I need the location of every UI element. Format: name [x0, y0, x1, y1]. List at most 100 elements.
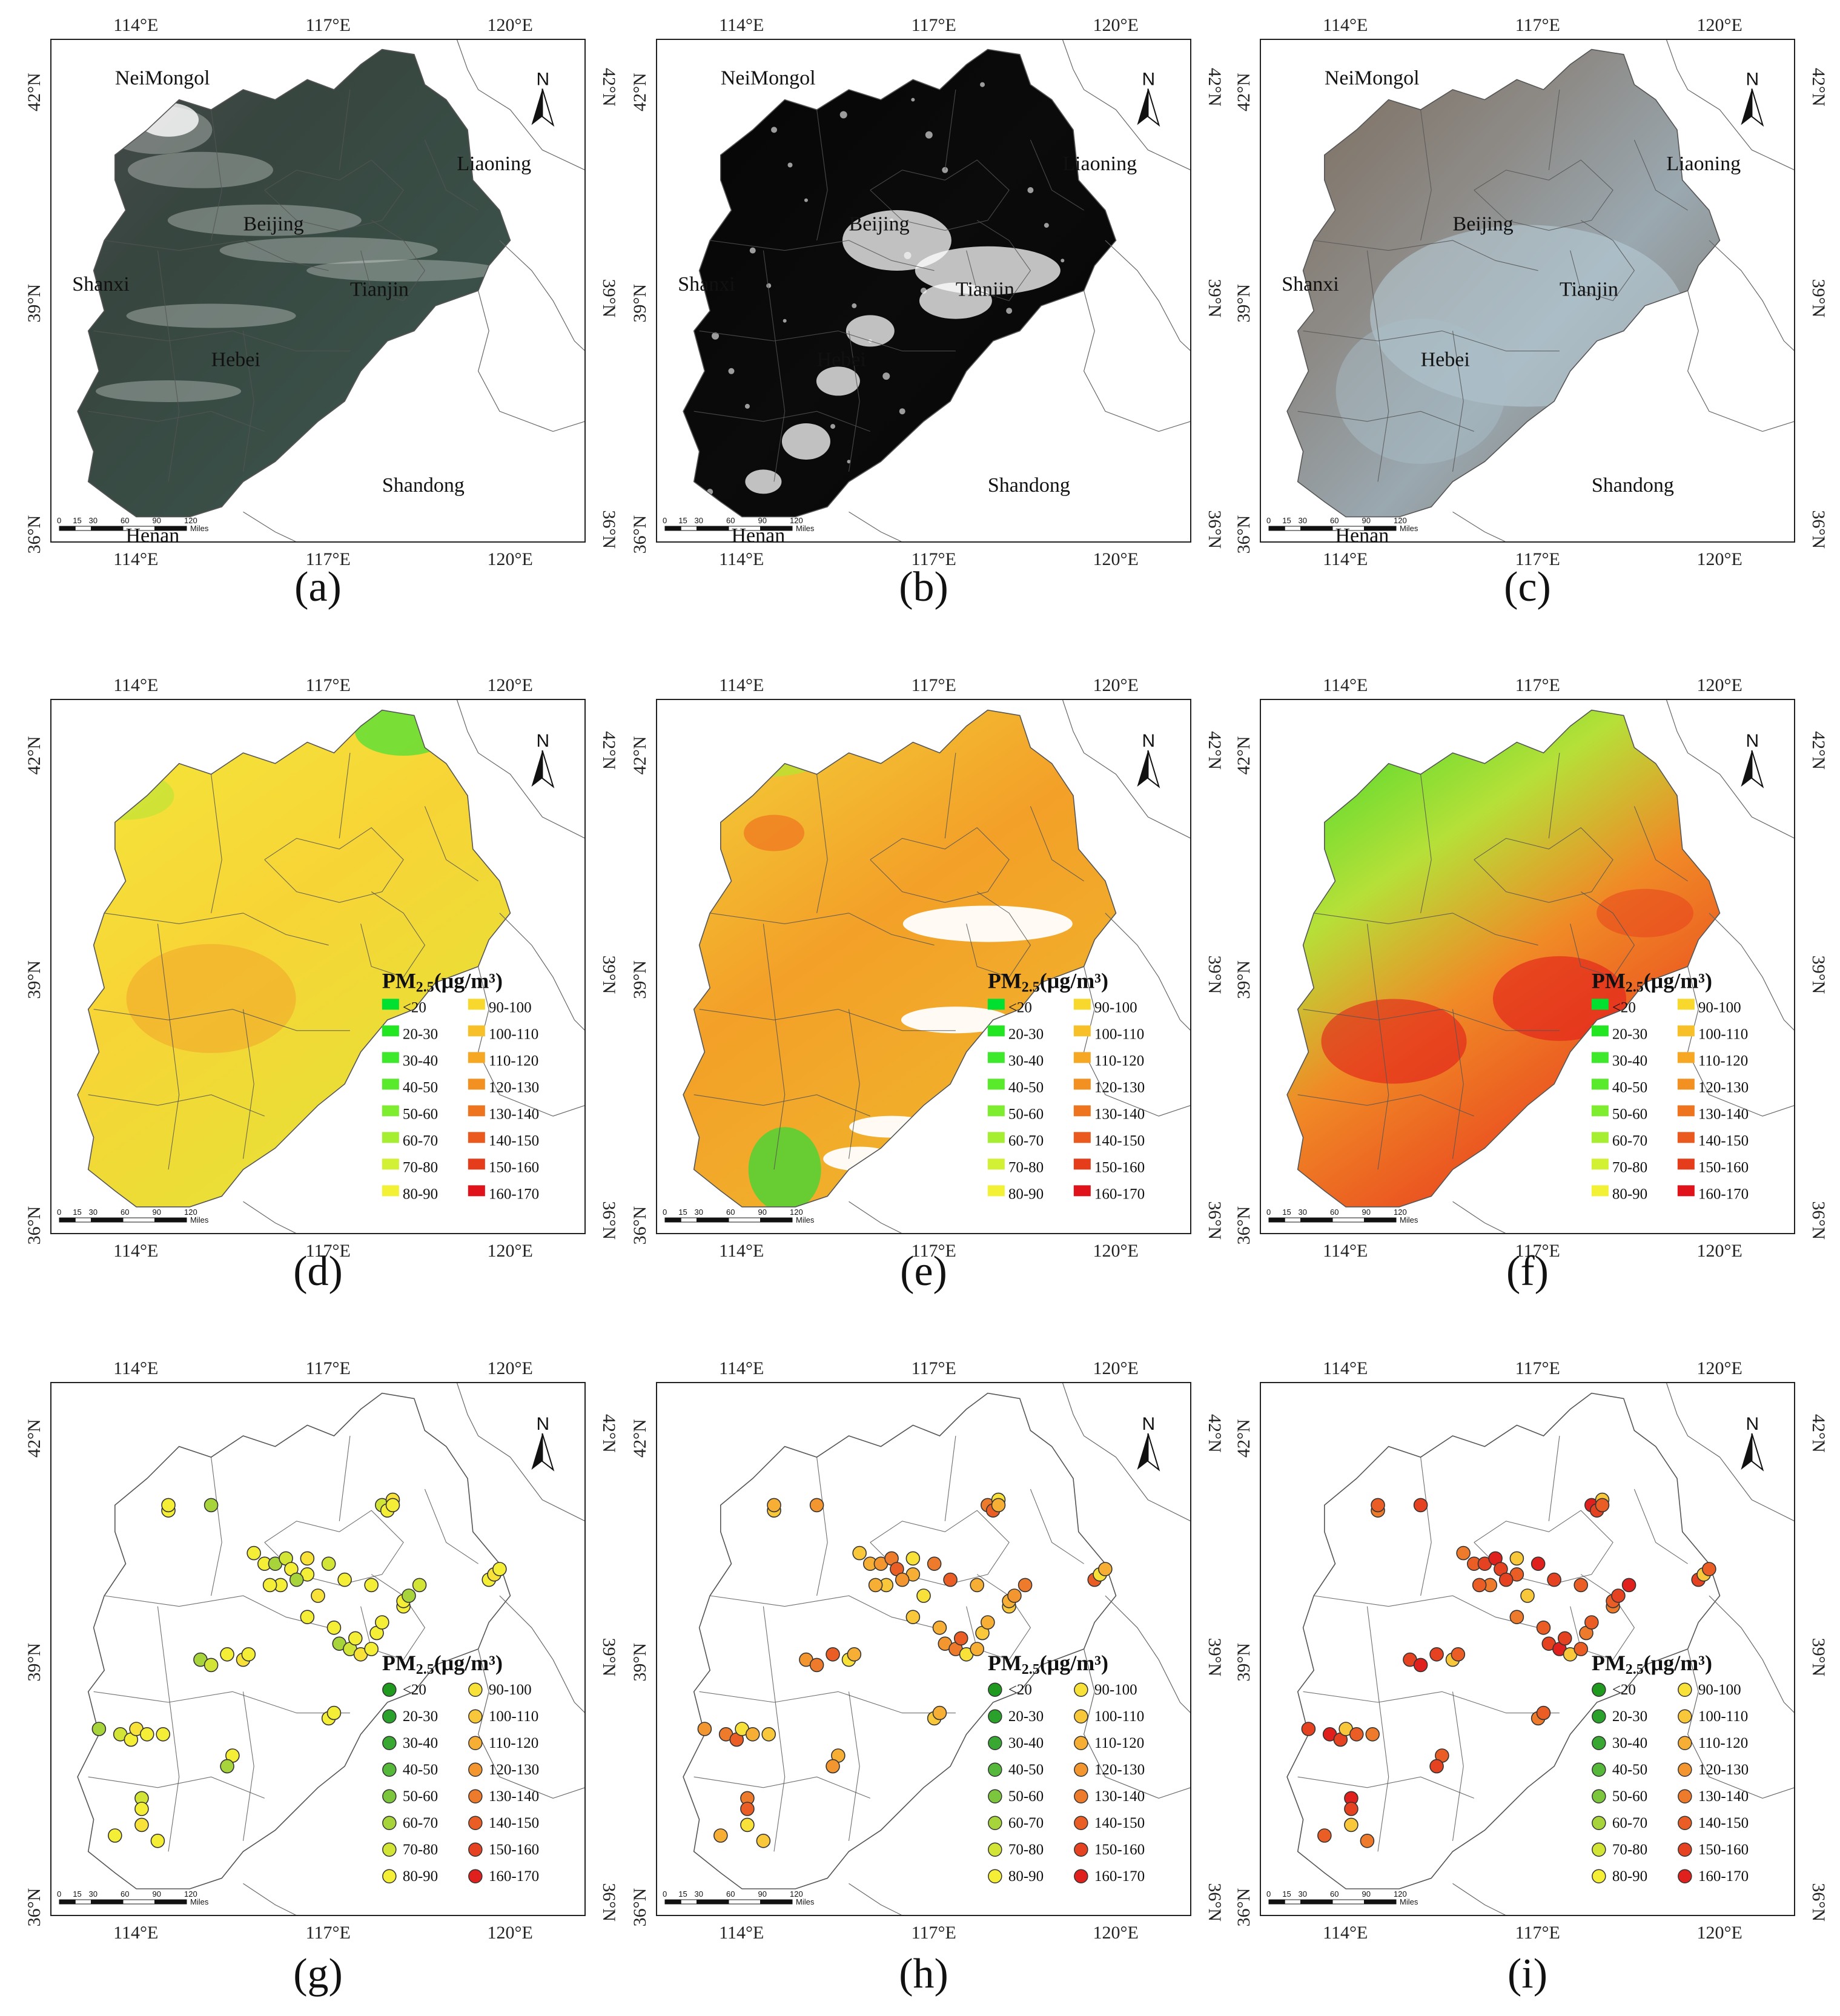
legend-label: 120-130 — [1094, 1762, 1145, 1778]
site-point — [134, 1817, 149, 1833]
legend-swatch — [382, 1052, 399, 1063]
neighbor-boundary — [1666, 699, 1795, 839]
county-boundary — [360, 1574, 426, 1661]
neighbor-boundary — [499, 913, 586, 1031]
legend-label: 20-30 — [1612, 1026, 1647, 1042]
county-boundary — [763, 1606, 786, 1852]
county-boundary — [710, 913, 935, 946]
scale-tick: 90 — [153, 516, 161, 525]
site-point — [139, 1727, 154, 1742]
lat-label-left: 39°N — [630, 284, 650, 323]
county-boundary — [1474, 159, 1613, 231]
site-point — [1413, 1498, 1428, 1513]
north-label: N — [1142, 1414, 1155, 1434]
legend-label: 60-70 — [403, 1132, 438, 1149]
place-label-liaoning: Liaoning — [457, 153, 531, 175]
site-point — [1498, 1572, 1514, 1587]
legend-label: 70-80 — [1008, 1842, 1044, 1858]
county-boundary — [424, 1489, 478, 1564]
county-boundary — [848, 1009, 860, 1159]
neighbor-boundary — [1105, 240, 1191, 352]
county-boundary — [1633, 139, 1688, 211]
lon-label-bottom: 117°E — [306, 549, 351, 569]
neighbor-boundary — [1083, 290, 1191, 432]
north-label: N — [536, 70, 549, 90]
lon-label-bottom: 117°E — [1515, 549, 1560, 569]
lon-label-top: 120°E — [1093, 675, 1139, 695]
county-boundary — [870, 159, 1010, 231]
scale-unit: Miles — [796, 1215, 815, 1224]
county-boundary — [944, 89, 956, 170]
legend-swatch — [1592, 1736, 1606, 1750]
legend-label: 130-140 — [489, 1106, 539, 1122]
neighbor-boundary — [1105, 913, 1191, 1031]
legend-label: 110-120 — [1094, 1735, 1144, 1751]
legend-swatch — [1591, 1158, 1609, 1170]
legend-label: 40-50 — [1612, 1762, 1647, 1778]
county-boundary — [88, 411, 265, 432]
site-point — [697, 1722, 712, 1736]
lat-label-right: 36°N — [599, 1883, 619, 1922]
legend-swatch — [1677, 1052, 1695, 1063]
legend-swatch — [468, 1842, 483, 1857]
legend-label: 110-120 — [1698, 1053, 1748, 1069]
lon-label-bottom: 120°E — [488, 1923, 533, 1943]
lon-label-bottom: 117°E — [1515, 1241, 1560, 1261]
site-point — [161, 1498, 176, 1513]
legend-label: 120-130 — [1698, 1762, 1749, 1778]
lat-label-left: 36°N — [630, 515, 650, 554]
legend-label: 50-60 — [403, 1106, 438, 1122]
legend-swatch — [1073, 1052, 1091, 1063]
north-arrow-icon — [1137, 1433, 1160, 1472]
legend-swatch — [987, 1105, 1005, 1117]
site-point — [1702, 1562, 1716, 1576]
legend-swatch — [1074, 1842, 1088, 1857]
province-boundary — [1286, 48, 1721, 518]
neighbor-boundary — [499, 240, 586, 352]
legend-label: 100-110 — [489, 1708, 538, 1725]
county-boundary — [104, 913, 329, 946]
county-boundary — [1548, 1435, 1560, 1521]
site-point — [852, 1545, 867, 1561]
site-point — [1456, 1545, 1471, 1561]
legend-label: 20-30 — [1008, 1708, 1044, 1725]
lat-label-right: 39°N — [1205, 279, 1225, 318]
county-boundary — [966, 220, 1031, 302]
legend-swatch — [1073, 1132, 1091, 1143]
scale-tick: 15 — [1282, 1889, 1291, 1899]
lat-label-right: 39°N — [1205, 1638, 1225, 1677]
county-boundary — [693, 1776, 871, 1799]
site-point — [1429, 1647, 1444, 1662]
site-point — [289, 1572, 304, 1587]
province-boundary — [683, 48, 1117, 518]
north-arrow-icon — [531, 750, 555, 788]
site-point — [1451, 1647, 1466, 1662]
scale-tick: 60 — [1330, 1889, 1339, 1899]
lat-label-right: 42°N — [599, 68, 619, 107]
scale-tick: 60 — [121, 516, 129, 525]
county-boundary — [1303, 1009, 1560, 1031]
scale-tick: 60 — [726, 1889, 735, 1899]
map-panel-f: 114°E 114°E 117°E 117°E 120°E 120°E 42°N 42°N 39… — [1234, 675, 1828, 1261]
pm-surface — [1287, 710, 1720, 1207]
legend-title: PM2.5(μg/m³) — [1592, 968, 1712, 995]
map-panel-g: 114°E 114°E 117°E 117°E 120°E 120°E 42°N 42°N 39… — [24, 1358, 619, 1943]
legend-label: 150-160 — [1094, 1842, 1145, 1858]
county-boundary — [710, 240, 935, 271]
legend-swatch — [382, 1079, 399, 1090]
legend-label: 120-130 — [1094, 1079, 1145, 1096]
site-point — [740, 1817, 755, 1833]
legend-swatch — [1073, 1079, 1091, 1090]
legend-label: 160-170 — [1698, 1868, 1749, 1885]
lon-label-top: 117°E — [306, 675, 351, 695]
place-label-tianjin: Tianjin — [350, 278, 409, 300]
scale-tick: 0 — [663, 1889, 667, 1899]
scale-tick: 0 — [57, 1889, 61, 1899]
place-label-hebei: Hebei — [817, 349, 866, 371]
map-panel-b: 114°E 114°E 117°E 117°E 120°E 120°E 42°N 42°N 39… — [630, 15, 1225, 569]
scale-tick: 120 — [184, 516, 197, 525]
legend-swatch — [1592, 1869, 1606, 1883]
site-point — [321, 1556, 336, 1571]
site-point — [385, 1498, 400, 1513]
scale-tick: 0 — [1266, 1889, 1271, 1899]
